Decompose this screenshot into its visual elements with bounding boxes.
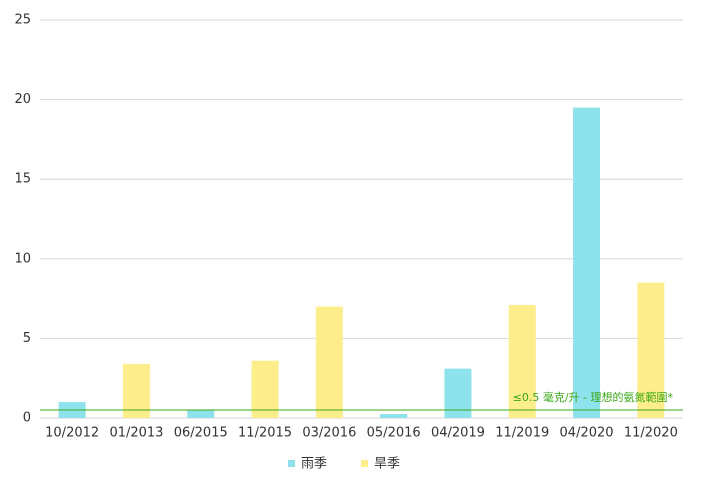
bar: [380, 414, 408, 418]
legend-swatch: [288, 460, 295, 467]
bar: [251, 360, 279, 418]
y-tick-label: 25: [14, 13, 31, 28]
x-tick-label: 11/2019: [495, 426, 549, 441]
y-tick-label: 10: [14, 251, 31, 266]
y-tick-label: 20: [14, 92, 31, 107]
x-tick-label: 06/2015: [174, 426, 228, 441]
bar: [508, 304, 536, 418]
bar: [315, 306, 343, 418]
x-tick-label: 11/2015: [238, 426, 292, 441]
bar: [573, 107, 601, 418]
legend-swatch: [361, 460, 368, 467]
x-tick-label: 04/2019: [431, 426, 485, 441]
x-tick-label: 10/2012: [45, 426, 99, 441]
y-tick-label: 15: [14, 172, 31, 187]
x-tick-label: 04/2020: [560, 426, 614, 441]
y-tick-label: 0: [23, 411, 31, 426]
legend-label: 旱季: [374, 457, 400, 472]
x-tick-label: 01/2013: [109, 426, 163, 441]
x-tick-label: 03/2016: [302, 426, 356, 441]
legend-label: 雨季: [301, 457, 327, 472]
bar: [187, 410, 215, 418]
y-tick-label: 5: [23, 331, 31, 346]
x-tick-label: 05/2016: [367, 426, 421, 441]
reference-label: ≤0.5 毫克/升 - 理想的氨氮範圍*: [513, 390, 674, 404]
bar: [444, 368, 472, 418]
bar: [637, 282, 665, 418]
bar: [122, 363, 150, 418]
x-tick-label: 11/2020: [624, 426, 678, 441]
